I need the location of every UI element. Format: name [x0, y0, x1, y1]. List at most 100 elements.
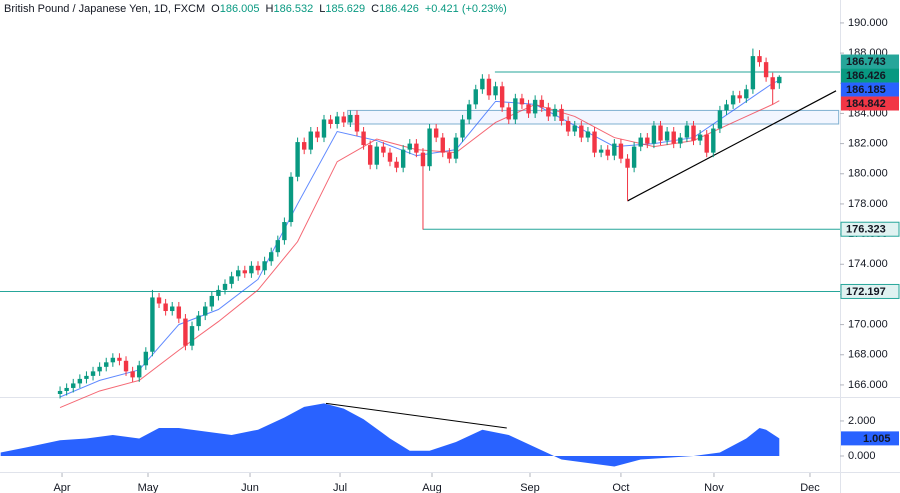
candle-body [90, 371, 96, 376]
candle-body [130, 371, 135, 378]
y-tick-label: 178.000 [848, 198, 888, 210]
candle-body [308, 131, 313, 150]
oscillator-trendline [325, 402, 507, 429]
candle-body [638, 137, 643, 147]
candle-body [763, 62, 769, 78]
candle-body [447, 152, 452, 159]
ohlc-letter: O [211, 3, 220, 15]
candle-body [110, 357, 116, 363]
candle-body [744, 89, 749, 99]
price-label: 186.743 [846, 56, 886, 68]
candle-body [598, 149, 604, 153]
candle-body [255, 265, 261, 271]
candle-body [64, 387, 69, 391]
candle-body [117, 357, 122, 361]
ohlc-value: 186.005 [220, 3, 260, 15]
symbol-title: British Pound / Japanese Yen, 1D, FXCM [4, 3, 205, 15]
candle-body [381, 146, 386, 153]
ohlc-value: 185.629 [325, 3, 365, 15]
candle-body [605, 149, 610, 156]
candle-body [631, 146, 637, 168]
candle-body [262, 261, 267, 271]
candle-body [222, 283, 228, 290]
candle-body [737, 95, 742, 99]
candle-body [526, 104, 531, 114]
candle-body [750, 56, 756, 90]
candle-body [209, 295, 215, 307]
candle-body [546, 107, 551, 117]
candle-body [269, 252, 274, 262]
candle-body [236, 270, 241, 277]
price-label-box [840, 283, 900, 299]
candle-body [777, 76, 782, 84]
candle-body [249, 265, 254, 274]
candle-body [433, 128, 439, 138]
candle-body [592, 131, 597, 153]
candle-body [163, 303, 168, 312]
price-label: 176.323 [846, 224, 886, 236]
x-tick-label: Jun [241, 482, 259, 493]
candle-body [519, 98, 525, 105]
x-tick-label: Apr [53, 482, 70, 493]
candle-body [216, 289, 221, 296]
candle-body [374, 146, 379, 165]
y-tick-label: 168.000 [848, 349, 888, 361]
price-label-box [841, 82, 899, 97]
price-label: 186.426 [846, 70, 886, 82]
ohlc-value: 186.426 [379, 3, 419, 15]
candle-body [143, 351, 149, 366]
candle-body [354, 114, 360, 132]
candle-body [420, 152, 426, 167]
candle-body [499, 86, 505, 108]
candle-body [565, 120, 571, 132]
candle-body [387, 152, 393, 162]
candle-body [361, 131, 366, 146]
candle-body [407, 143, 412, 150]
candle-body [572, 125, 577, 132]
candle-body [414, 143, 419, 153]
x-tick-label: Aug [422, 482, 442, 493]
candle-body [84, 375, 89, 379]
y-tick-label: 174.000 [848, 258, 888, 270]
header: British Pound / Japanese Yen, 1D, FXCM O1… [4, 3, 507, 15]
x-tick-label: Nov [704, 482, 724, 493]
candle-body [532, 99, 538, 114]
candle-body [315, 131, 320, 138]
candle-body [506, 107, 511, 120]
candle-body [400, 149, 406, 168]
price-label-box [840, 221, 900, 237]
candle-body [730, 95, 736, 105]
candle-body [684, 125, 690, 138]
candle-body [473, 89, 478, 105]
y-tick-label: 180.000 [848, 168, 888, 180]
candle-body [717, 110, 723, 129]
candle-body [176, 306, 182, 319]
candle-body [697, 134, 703, 141]
candle-body [328, 119, 333, 124]
candle-body [513, 98, 518, 120]
price-label-box [841, 68, 899, 83]
candle-body [57, 390, 63, 394]
price-label: 184.842 [846, 98, 886, 110]
y-tick-label: 166.000 [848, 379, 888, 391]
candle-body [658, 125, 663, 141]
candle-body [301, 142, 307, 150]
y-tick-label: 190.000 [848, 17, 888, 29]
candle-body [341, 116, 346, 123]
candle-body [321, 119, 327, 138]
candle-body [440, 137, 445, 153]
candle-body [770, 77, 775, 90]
candle-body [189, 326, 195, 346]
candle-body [618, 143, 624, 159]
candle-body [104, 362, 109, 367]
candle-body [275, 240, 281, 253]
candle-body [242, 270, 248, 274]
candle-body [579, 125, 584, 138]
candle-body [453, 137, 459, 159]
price-label: 172.197 [846, 286, 886, 298]
candle-body [757, 56, 762, 63]
candle-body [711, 128, 716, 153]
x-tick-label: May [138, 482, 159, 493]
y-tick-label: 182.000 [848, 138, 888, 150]
